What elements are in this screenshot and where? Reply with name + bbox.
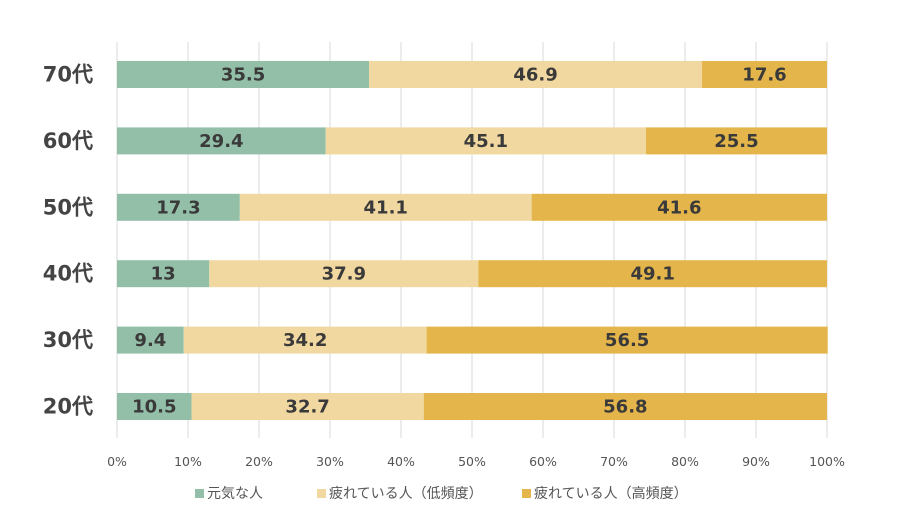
data-label: 32.7: [285, 397, 329, 418]
data-label: 45.1: [464, 131, 508, 152]
legend-swatch: [195, 489, 204, 498]
label-layer: 35.5 46.9 17.6 29.4 45.1 25.5 17.3 41.1 41.6 13 37…: [132, 65, 787, 418]
data-label: 9.4: [134, 330, 166, 351]
x-tick-label: 90%: [742, 454, 770, 469]
data-label: 46.9: [513, 65, 557, 86]
category-label: 70代: [43, 63, 93, 87]
x-tick-label: 70%: [600, 454, 628, 469]
legend-swatch: [522, 489, 531, 498]
legend-label: 元気な人: [207, 486, 263, 502]
bar-segment: [117, 61, 370, 88]
data-label: 56.5: [605, 330, 649, 351]
bar-layer: [117, 61, 828, 420]
data-label: 35.5: [221, 65, 265, 86]
x-tick-label: 30%: [316, 454, 344, 469]
axis-layer: 0% 10% 20% 30% 40% 50% 60% 70% 80% 90% 100% 70代 60代 5…: [43, 63, 845, 470]
data-label: 41.6: [657, 197, 701, 218]
bar-segment: [478, 260, 827, 288]
grid-layer: [116, 42, 828, 438]
bar-segment: [117, 393, 192, 420]
legend-label: 疲れている人（高頻度）: [534, 485, 688, 502]
bar-segment: [117, 260, 210, 288]
data-label: 10.5: [132, 397, 176, 418]
legend-swatch: [317, 489, 326, 498]
data-label: 37.9: [322, 264, 366, 285]
category-label: 60代: [43, 129, 93, 153]
bar-segment: [531, 193, 827, 221]
x-tick-label: 100%: [809, 454, 845, 469]
x-tick-label: 20%: [245, 454, 273, 469]
data-label: 49.1: [630, 264, 674, 285]
data-label: 29.4: [199, 131, 243, 152]
bar-segment: [117, 193, 240, 221]
bar-segment: [369, 61, 703, 88]
legend-label: 疲れている人（低頻度）: [329, 485, 483, 502]
data-label: 25.5: [714, 131, 758, 152]
data-label: 56.8: [603, 397, 647, 418]
bar-segment: [191, 393, 424, 420]
bar-segment: [702, 61, 827, 88]
bar-segment: [209, 260, 479, 288]
data-label: 17.6: [742, 65, 786, 86]
category-label: 40代: [43, 262, 93, 286]
x-tick-label: 50%: [458, 454, 486, 469]
category-label: 30代: [43, 328, 93, 352]
bar-segment: [423, 393, 827, 420]
bar-segment: [325, 127, 646, 155]
category-label: 50代: [43, 195, 93, 219]
bar-segment: [117, 326, 184, 354]
x-tick-label: 0%: [107, 454, 127, 469]
x-tick-label: 60%: [529, 454, 557, 469]
data-label: 13: [151, 264, 176, 285]
bar-segment: [117, 127, 326, 155]
bar-segment: [183, 326, 427, 354]
data-label: 41.1: [364, 197, 408, 218]
x-tick-label: 80%: [671, 454, 699, 469]
bar-segment: [239, 193, 532, 221]
x-tick-label: 40%: [387, 454, 415, 469]
legend: 元気な人 疲れている人（低頻度） 疲れている人（高頻度）: [195, 485, 688, 502]
data-label: 34.2: [283, 330, 327, 351]
data-label: 17.3: [156, 197, 200, 218]
x-tick-label: 10%: [174, 454, 202, 469]
bar-segment: [426, 326, 828, 354]
bar-segment: [645, 127, 827, 155]
category-label: 20代: [43, 395, 93, 419]
